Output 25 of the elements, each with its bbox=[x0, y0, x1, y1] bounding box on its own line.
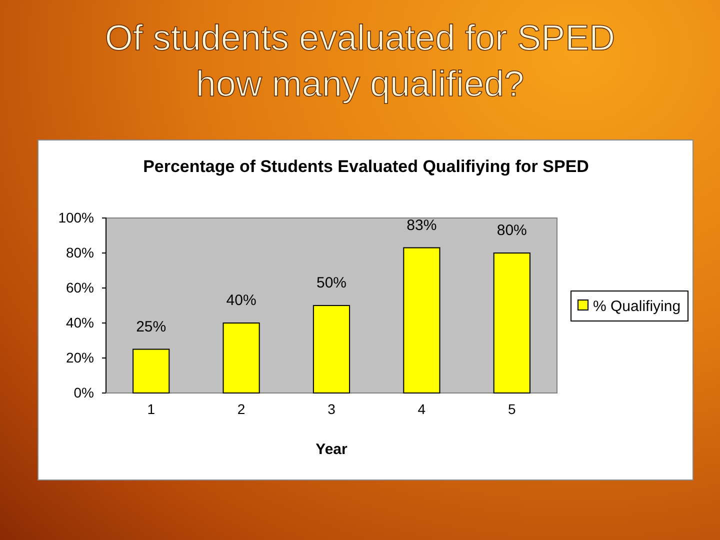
bar bbox=[312, 305, 350, 394]
y-tick-label: 100% bbox=[58, 209, 94, 226]
x-tick-label: 1 bbox=[147, 401, 156, 418]
x-tick-label: 5 bbox=[508, 401, 516, 418]
data-label: 50% bbox=[316, 274, 347, 292]
legend-label: % Qualifiying bbox=[593, 298, 681, 315]
data-label: 80% bbox=[496, 222, 527, 239]
x-tick-label: 3 bbox=[328, 401, 336, 418]
bar bbox=[132, 348, 170, 394]
y-tick-label: 40% bbox=[66, 314, 94, 330]
chart-title: Of students evaluated for SPED how many qualified? bbox=[104, 17, 616, 104]
x-axis-title: Year bbox=[316, 441, 348, 458]
x-tick-label: 2 bbox=[237, 401, 246, 418]
data-label: 40% bbox=[226, 292, 256, 309]
y-tick-label: 80% bbox=[66, 244, 94, 260]
data-label: 25% bbox=[136, 318, 166, 336]
bar bbox=[493, 252, 530, 394]
y-tick-label: 20% bbox=[66, 349, 94, 366]
chart-subtitle: Percentage of Students Evaluated Qualifiying for SPED bbox=[143, 157, 589, 176]
y-tick-label: 0% bbox=[74, 384, 94, 400]
bar bbox=[403, 247, 440, 394]
x-tick-label: 4 bbox=[418, 401, 426, 418]
bar bbox=[222, 322, 260, 394]
y-tick-label: 60% bbox=[66, 279, 94, 296]
data-label: 83% bbox=[406, 216, 437, 234]
